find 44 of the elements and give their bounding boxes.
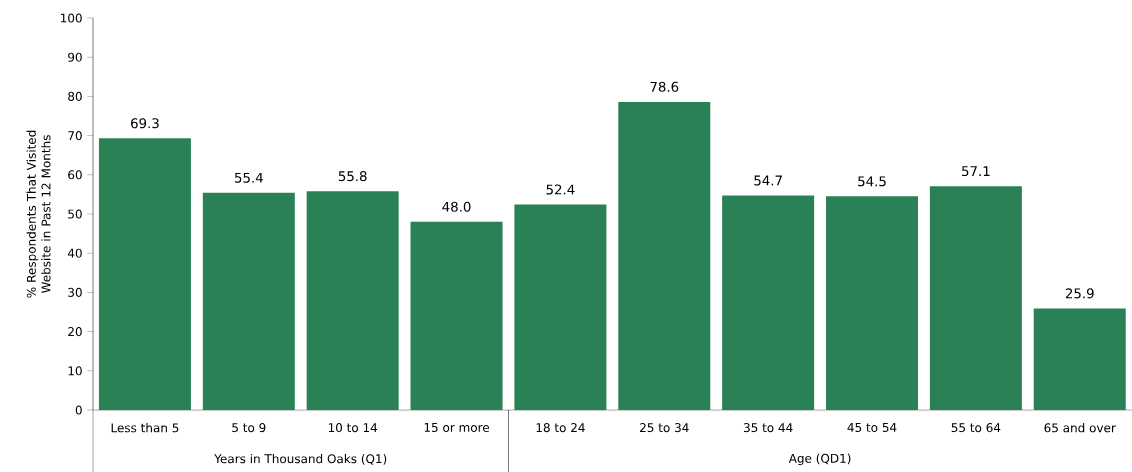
x-tick-label: 18 to 24 (536, 423, 585, 433)
y-tick-label: 70 (68, 131, 82, 141)
x-tick-label: 55 to 64 (951, 423, 1001, 433)
x-tick-label: 35 to 44 (743, 423, 793, 433)
y-tick-label: 90 (68, 52, 82, 62)
bar (826, 196, 919, 410)
bar (514, 204, 607, 410)
bar (306, 191, 399, 410)
data-label: 55.8 (338, 171, 367, 182)
x-tick-label: 15 or more (424, 423, 490, 432)
text: Years in Thousand Oaks (Q1) (214, 453, 387, 465)
bar (410, 221, 503, 410)
x-tick-label: Less than 5 (111, 423, 179, 433)
x-tick-label: 65 and over (1044, 423, 1116, 433)
bar (722, 195, 815, 410)
x-tick-label: 10 to 14 (328, 423, 378, 433)
x-tick-label: 45 to 54 (847, 423, 897, 432)
y-tick-label: 80 (68, 91, 82, 101)
y-tick-label: 50 (68, 209, 82, 219)
data-label: 52.4 (546, 184, 575, 195)
data-label: 78.6 (650, 81, 679, 92)
data-label: 25.9 (1065, 288, 1094, 299)
data-label: 54.7 (754, 175, 782, 186)
y-tick-label: 30 (68, 287, 82, 297)
bar (929, 186, 1022, 410)
x-tick-label: 5 to 9 (232, 423, 266, 433)
data-label: 57.1 (962, 166, 990, 177)
bar (98, 138, 191, 410)
bar (202, 192, 295, 410)
y-tick-label: 10 (68, 366, 82, 376)
y-tick-label: 40 (67, 248, 82, 258)
bar (618, 101, 711, 410)
data-label: 54.5 (858, 176, 886, 187)
data-label: 48.0 (442, 201, 471, 212)
y-tick-label: 20 (68, 327, 82, 337)
y-tick-label: 60 (68, 170, 82, 180)
y-axis-title: % Respondents That Visited Website in Past 12 Months (26, 130, 51, 298)
data-label: 55.4 (234, 172, 263, 183)
y-tick-label: 100 (61, 13, 82, 23)
data-label: 69.3 (131, 118, 159, 129)
x-tick-label: 25 to 34 (640, 423, 689, 433)
bar (1033, 308, 1126, 410)
y-tick-label: 0 (75, 405, 82, 415)
text: Age (QD1) (788, 453, 851, 466)
